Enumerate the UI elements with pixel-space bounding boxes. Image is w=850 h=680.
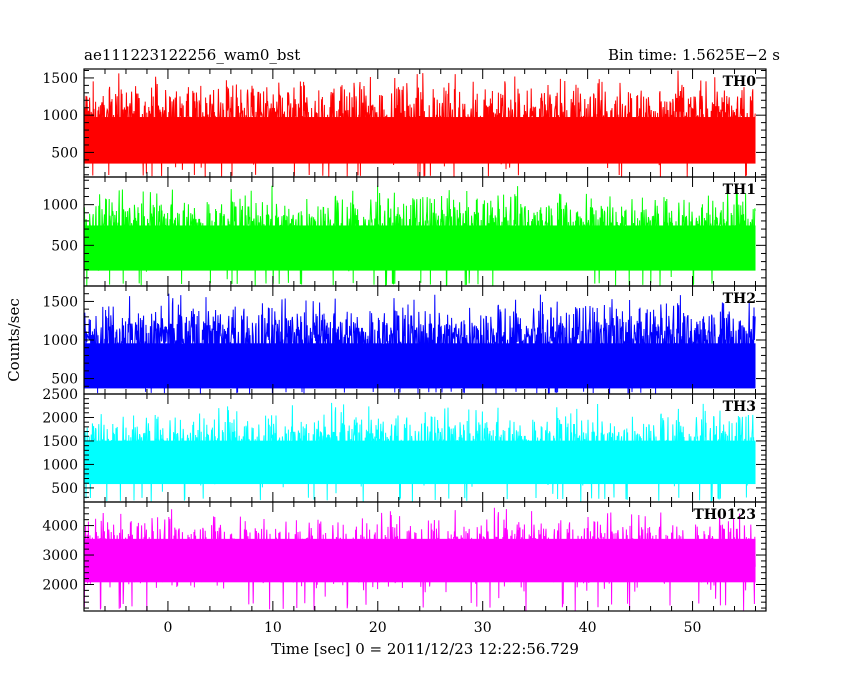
x-tick-label: 0	[163, 620, 172, 636]
panel-label: TH0123	[693, 507, 756, 523]
y-tick-label: 500	[51, 145, 78, 161]
chart-title-right: Bin time: 1.5625E−2 s	[608, 46, 780, 64]
y-tick-label: 1500	[42, 434, 78, 450]
x-tick-label: 30	[474, 620, 492, 636]
series-band-th1	[84, 225, 756, 271]
y-tick-label: 4000	[42, 519, 78, 535]
y-tick-label: 1500	[42, 294, 78, 310]
y-tick-label: 1000	[42, 457, 78, 473]
panel-th0: 500 1000 1500 TH0	[42, 68, 767, 178]
series-band-th0	[84, 117, 756, 164]
panel-label: TH3	[723, 399, 756, 415]
y-tick-label: 500	[51, 481, 78, 497]
y-tick-label: 500	[51, 372, 78, 388]
y-tick-label: 2000	[42, 410, 78, 426]
panel-label: TH2	[723, 291, 756, 307]
panel-th2: 500 1000 1500 TH2	[42, 285, 767, 395]
y-tick-label: 1000	[42, 198, 78, 214]
y-tick-label: 1500	[42, 71, 78, 87]
y-tick-label: 1000	[42, 333, 78, 349]
x-axis-label: Time [sec] 0 = 2011/12/23 12:22:56.729	[271, 640, 579, 658]
panel-th3: 500 1000 1500 2000 2500 TH3	[42, 387, 767, 503]
y-axis-label: Counts/sec	[5, 298, 23, 382]
y-tick-label: 1000	[42, 108, 78, 124]
y-tick-label: 2500	[42, 387, 78, 403]
panel-frame	[83, 501, 767, 612]
series-band-th3	[84, 440, 756, 485]
panel-label: TH1	[723, 182, 756, 198]
series-band-th2	[84, 343, 756, 389]
x-tick-label: 20	[369, 620, 387, 636]
y-tick-label: 3000	[42, 548, 78, 564]
panel-th1: 500 1000 TH1	[42, 176, 767, 287]
chart-title-left: ae111223122256_wam0_bst	[84, 46, 300, 64]
panel-th0123: 2000 3000 4000 TH0123	[42, 501, 767, 612]
x-tick-label: 50	[684, 620, 702, 636]
y-tick-label: 500	[51, 238, 78, 254]
x-tick-label: 10	[264, 620, 282, 636]
series-band-th0123	[84, 538, 756, 583]
x-tick-label: 40	[579, 620, 597, 636]
panel-label: TH0	[723, 74, 757, 90]
x-axis: 0 10 20 30 40 50	[163, 620, 701, 636]
y-tick-label: 2000	[42, 577, 78, 593]
